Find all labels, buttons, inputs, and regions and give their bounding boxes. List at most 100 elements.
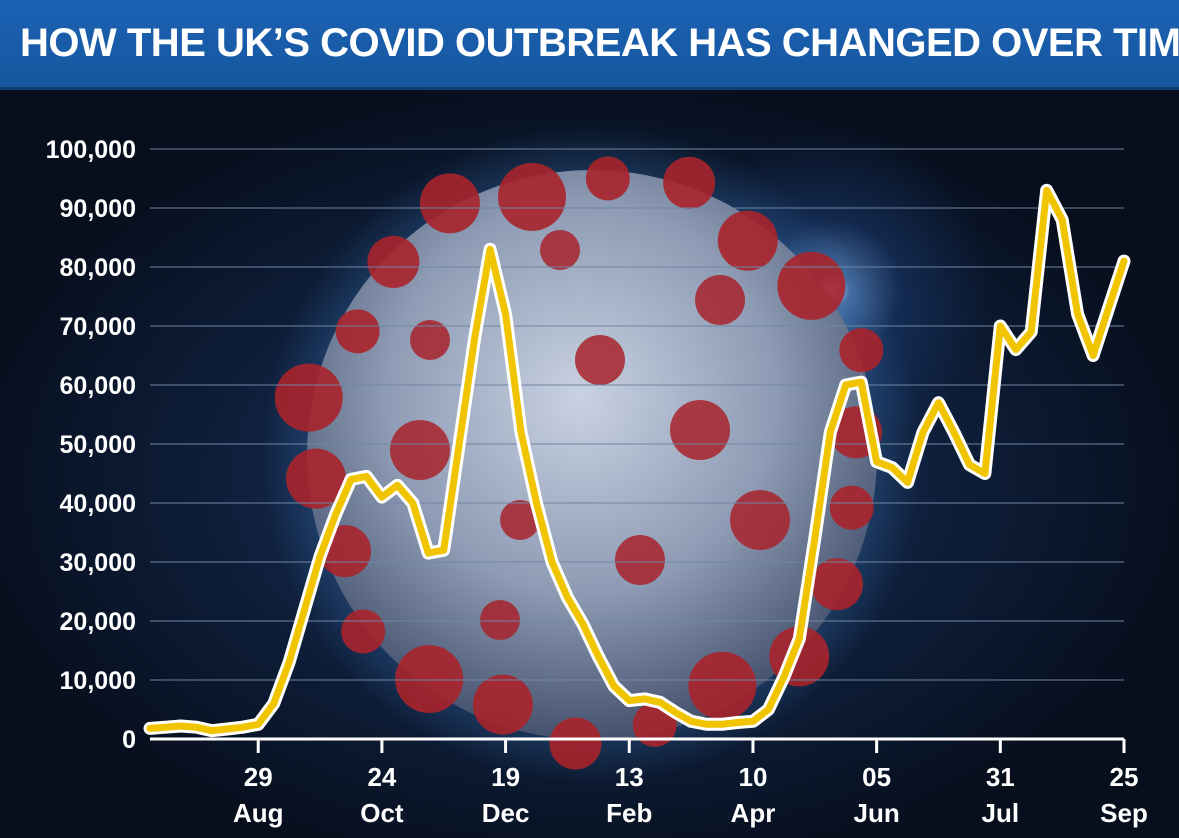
- x-tick-month: Dec: [482, 798, 530, 828]
- x-tick-day: 29: [244, 762, 273, 792]
- x-tick-day: 10: [738, 762, 767, 792]
- data-point: [240, 725, 245, 730]
- data-point: [457, 441, 462, 447]
- data-point: [1044, 188, 1049, 193]
- data-point: [565, 595, 570, 600]
- data-point: [472, 335, 477, 340]
- data-point: [905, 480, 910, 485]
- data-point: [364, 474, 369, 479]
- x-tick-day: 31: [986, 762, 1015, 792]
- series-line: [146, 186, 1128, 735]
- data-point: [441, 548, 446, 553]
- data-point: [302, 607, 307, 612]
- data-point: [147, 726, 153, 731]
- data-point: [1106, 306, 1111, 311]
- data-point: [1029, 329, 1034, 335]
- chart-title: HOW THE UK’S COVID OUTBREAK HAS CHANGED …: [20, 21, 1179, 65]
- data-point: [998, 323, 1003, 329]
- data-point: [1121, 258, 1127, 264]
- data-point: [348, 477, 354, 482]
- coronavirus-illustration: [262, 125, 922, 785]
- y-tick-label: 100,000: [46, 136, 136, 164]
- data-point: [657, 700, 663, 705]
- data-point: [518, 430, 524, 435]
- line-chart: 0 10,000 20,000 30,000 40,000 50,000 60,000 70,…: [46, 125, 1148, 828]
- data-point: [286, 660, 292, 665]
- series-cases: [143, 183, 1131, 738]
- data-point: [688, 719, 694, 724]
- y-tick-label: 20,000: [60, 608, 136, 636]
- x-tick-month: Jul: [982, 798, 1020, 828]
- y-tick-label: 40,000: [60, 490, 136, 518]
- y-axis: 0 10,000 20,000 30,000 40,000 50,000 60,000 70,…: [46, 136, 136, 754]
- x-tick-month: Sep: [1100, 798, 1148, 828]
- data-point: [920, 430, 926, 435]
- data-point: [874, 459, 879, 464]
- data-point: [317, 553, 323, 559]
- data-point: [982, 471, 988, 476]
- data-point: [781, 674, 787, 680]
- y-tick-label: 90,000: [60, 195, 136, 223]
- chart-area: 0 10,000 20,000 30,000 40,000 50,000 60,000 70,…: [0, 90, 1179, 838]
- data-point: [1059, 217, 1065, 222]
- data-point: [766, 707, 771, 712]
- x-tick-month: Aug: [233, 798, 284, 828]
- data-point: [951, 430, 957, 435]
- data-point: [642, 696, 647, 702]
- data-point: [163, 725, 168, 730]
- data-point: [209, 728, 215, 733]
- data-point: [178, 723, 184, 729]
- data-point: [194, 725, 199, 730]
- data-point: [596, 654, 601, 659]
- x-axis: 29 Aug 24 Oct 19 Dec 13 Feb 10 Apr 05 Jun 31 Jul 25 Sep…: [233, 739, 1148, 828]
- data-point: [534, 500, 539, 506]
- y-tick-label: 50,000: [60, 431, 136, 459]
- y-tick-label: 10,000: [60, 667, 136, 695]
- data-point: [828, 430, 833, 435]
- data-point: [627, 698, 632, 703]
- data-point: [426, 550, 431, 556]
- data-point: [611, 683, 617, 689]
- data-point: [735, 720, 740, 725]
- data-point: [889, 465, 895, 470]
- data-point: [549, 559, 555, 565]
- x-tick-month: Feb: [606, 798, 652, 828]
- data-point: [379, 494, 385, 500]
- data-point: [750, 719, 756, 724]
- data-point: [410, 500, 416, 506]
- data-point: [256, 722, 261, 727]
- x-tick-day: 19: [491, 762, 520, 792]
- x-tick-day: 13: [615, 762, 644, 792]
- x-tick-day: 25: [1110, 762, 1139, 792]
- x-tick-month: Jun: [854, 798, 900, 828]
- y-tick-label: 80,000: [60, 254, 136, 282]
- title-bar: HOW THE UK’S COVID OUTBREAK HAS CHANGED …: [0, 0, 1179, 90]
- x-tick-month: Apr: [731, 798, 776, 828]
- data-point: [704, 722, 709, 727]
- data-point: [812, 536, 817, 541]
- x-tick-day: 24: [367, 762, 396, 792]
- gridlines: [150, 148, 1124, 681]
- data-point: [1013, 347, 1018, 352]
- data-point: [858, 379, 864, 385]
- data-point: [719, 722, 725, 727]
- data-point: [843, 382, 848, 388]
- data-point: [936, 400, 941, 405]
- x-tick-month: Oct: [360, 798, 404, 828]
- data-point: [225, 726, 230, 732]
- data-point: [503, 312, 508, 317]
- y-tick-label: 0: [122, 726, 136, 754]
- data-point: [1075, 312, 1080, 317]
- data-point: [580, 621, 586, 627]
- x-tick-day: 05: [862, 762, 891, 792]
- data-point: [1090, 353, 1096, 358]
- y-tick-label: 30,000: [60, 549, 136, 577]
- data-point: [967, 462, 972, 467]
- data-point: [333, 512, 338, 517]
- data-point: [487, 247, 493, 252]
- y-tick-label: 70,000: [60, 313, 136, 341]
- y-tick-label: 60,000: [60, 372, 136, 400]
- data-point: [271, 701, 276, 706]
- data-point: [395, 483, 400, 488]
- data-point: [797, 636, 802, 641]
